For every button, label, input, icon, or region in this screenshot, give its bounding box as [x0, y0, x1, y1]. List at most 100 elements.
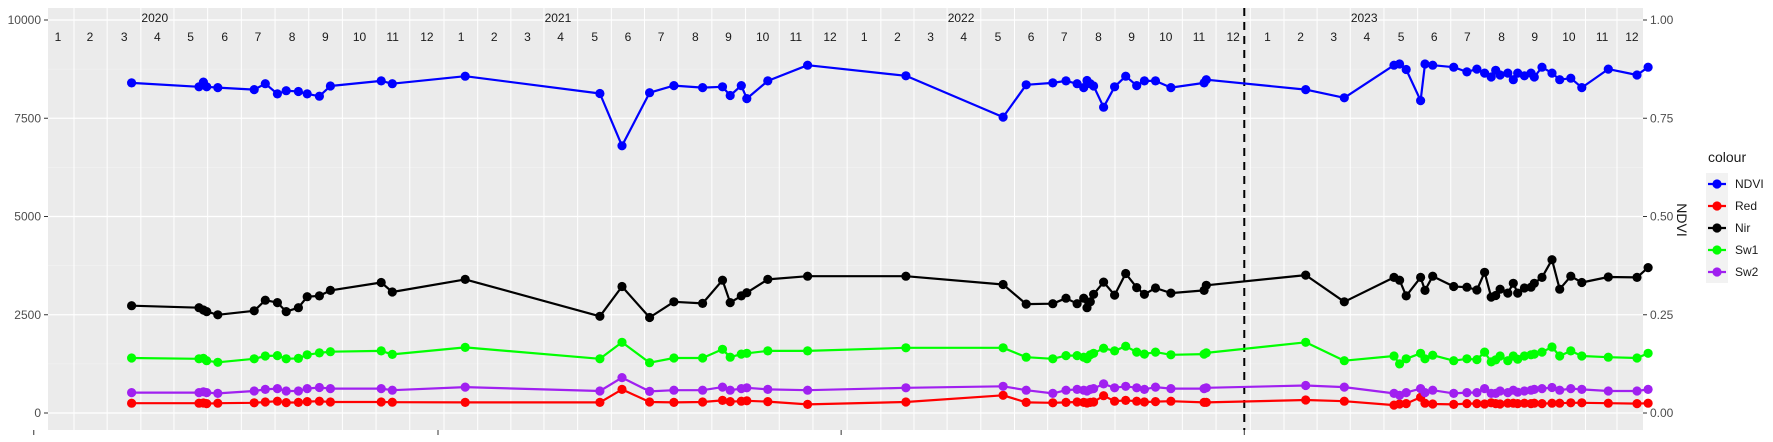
data-point-sw2 — [1301, 380, 1311, 391]
data-point-sw1 — [1577, 351, 1587, 361]
month-label: 11 — [386, 30, 399, 44]
left-axis: 0 2500 5000 7500 10000 — [8, 13, 48, 420]
month-label: 7 — [1464, 30, 1471, 44]
month-label: 9 — [725, 30, 732, 44]
data-point-sw1 — [1301, 337, 1311, 347]
data-point-ndvi — [1486, 72, 1496, 82]
data-point-nir — [998, 279, 1008, 290]
month-label: 2 — [491, 30, 498, 44]
month-label: 10 — [353, 30, 367, 44]
data-point-red — [1395, 399, 1405, 409]
legend-label: Nir — [1735, 221, 1750, 235]
data-point-sw1 — [1555, 351, 1565, 361]
data-point-sw2 — [1132, 383, 1142, 393]
data-point-ndvi — [1099, 102, 1109, 112]
month-label: 3 — [524, 30, 531, 44]
year-label: 2022 — [948, 11, 975, 25]
data-point-sw1 — [1529, 349, 1539, 359]
data-point-sw1 — [1099, 343, 1109, 353]
data-point-red — [314, 396, 324, 406]
data-point-red — [293, 397, 303, 407]
data-point-ndvi — [617, 141, 627, 151]
data-point-nir — [742, 288, 752, 298]
data-point-ndvi — [1508, 75, 1518, 85]
data-point-ndvi — [1503, 68, 1513, 78]
data-point-ndvi — [460, 71, 470, 81]
month-label: 9 — [1128, 30, 1135, 44]
data-point-red — [1401, 399, 1411, 409]
data-point-nir — [901, 271, 911, 281]
data-point-ndvi — [387, 79, 397, 89]
month-label: 3 — [1330, 30, 1337, 44]
data-point-red — [1139, 397, 1149, 407]
data-point-red — [1632, 399, 1642, 409]
data-point-ndvi — [725, 90, 735, 101]
month-label: 5 — [995, 30, 1002, 44]
data-point-ndvi — [1577, 83, 1587, 93]
series-red — [127, 384, 1653, 410]
data-point-nir — [1301, 270, 1311, 280]
data-point-nir — [1472, 285, 1482, 295]
data-point-sw2 — [1166, 384, 1176, 394]
data-point-sw1 — [249, 354, 259, 364]
data-point-red — [1519, 398, 1529, 408]
data-point-sw2 — [669, 385, 679, 395]
data-point-ndvi — [669, 81, 679, 91]
legend-label: Sw1 — [1735, 243, 1759, 257]
data-point-ndvi — [1420, 59, 1430, 69]
data-point-nir — [1643, 263, 1653, 273]
data-point-sw2 — [272, 384, 282, 394]
data-point-sw1 — [293, 353, 303, 363]
data-point-ndvi — [1132, 81, 1142, 91]
data-point-red — [901, 397, 911, 407]
data-point-nir — [1110, 290, 1120, 300]
month-label: 8 — [289, 30, 296, 44]
right-tick-label: 0.50 — [1650, 210, 1674, 224]
data-point-sw2 — [698, 385, 708, 395]
data-point-nir — [1072, 299, 1082, 309]
year-label: 2023 — [1351, 11, 1378, 25]
series-layer — [127, 59, 1653, 410]
data-point-sw2 — [1150, 382, 1161, 392]
data-point-red — [302, 397, 312, 407]
data-point-ndvi — [202, 82, 212, 92]
data-point-red — [763, 397, 773, 407]
data-point-sw1 — [1537, 347, 1547, 357]
right-axis: 0.00 0.25 0.50 0.75 1.00 — [1643, 13, 1674, 420]
data-point-sw1 — [1150, 347, 1161, 357]
data-point-red — [1201, 397, 1211, 407]
data-point-ndvi — [314, 91, 324, 101]
month-label: 10 — [1562, 30, 1576, 44]
data-point-sw2 — [1089, 384, 1099, 394]
right-tick-label: 0.75 — [1650, 111, 1674, 125]
data-point-sw2 — [1480, 384, 1490, 394]
data-point-red — [249, 398, 259, 408]
data-point-ndvi — [1139, 76, 1149, 86]
data-point-sw1 — [645, 358, 655, 368]
series-sw1 — [127, 337, 1653, 369]
data-point-red — [1099, 391, 1109, 401]
data-point-nir — [1449, 281, 1459, 292]
legend-label: Red — [1735, 199, 1757, 213]
data-point-ndvi — [302, 89, 312, 99]
data-point-sw1 — [272, 351, 282, 361]
right-tick-label: 1.00 — [1650, 13, 1674, 27]
data-point-nir — [1503, 288, 1513, 298]
data-point-ndvi — [1061, 76, 1071, 86]
data-point-ndvi — [803, 60, 813, 70]
data-point-sw2 — [1201, 383, 1211, 393]
data-point-nir — [1339, 297, 1349, 307]
data-point-sw1 — [1048, 354, 1058, 364]
data-point-ndvi — [1449, 62, 1459, 72]
month-label: 6 — [625, 30, 632, 44]
data-point-nir — [763, 274, 773, 284]
data-point-nir — [127, 301, 137, 311]
data-point-ndvi — [1166, 83, 1176, 93]
data-point-sw1 — [1121, 341, 1131, 351]
data-point-sw2 — [1401, 388, 1411, 398]
data-point-nir — [281, 307, 291, 317]
data-point-ndvi — [1495, 70, 1505, 80]
month-label: 8 — [1498, 30, 1505, 44]
month-label: 6 — [1028, 30, 1035, 44]
data-point-ndvi — [1339, 93, 1349, 103]
